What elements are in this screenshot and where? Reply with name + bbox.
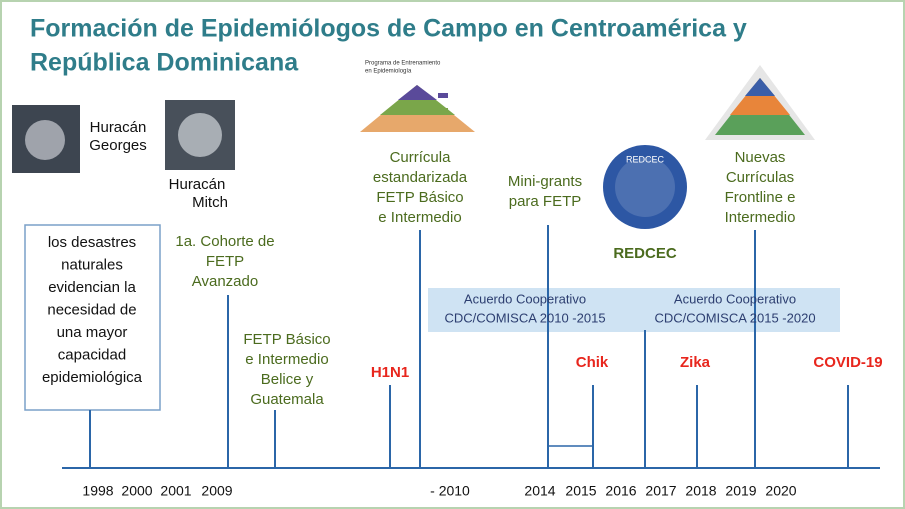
logo: [615, 157, 675, 217]
milestone-text: Frontline e: [725, 189, 796, 206]
image-caption: Georges: [89, 137, 147, 154]
milestone-text: Belice y: [261, 371, 314, 388]
milestone-text: FETP: [206, 253, 244, 270]
year-label: 2014: [524, 483, 555, 499]
milestone-text: Currículas: [726, 169, 794, 186]
milestone-text: Avanzado: [192, 273, 258, 290]
context-text: los desastres: [48, 234, 136, 251]
pyramid-image: [438, 108, 448, 113]
milestone-text: Intermedio: [725, 209, 796, 226]
milestone-text: e Intermedio: [378, 209, 461, 226]
milestone-text: 1a. Cohorte de: [175, 233, 274, 250]
image-caption: Huracán: [90, 119, 147, 136]
context-text: evidencian la: [48, 279, 136, 296]
milestone-text: Nuevas: [735, 149, 786, 166]
year-label: - 2010: [430, 483, 470, 499]
year-label: 1998: [82, 483, 113, 499]
agreement-text: CDC/COMISCA 2015 -2020: [654, 310, 815, 325]
milestone-text: Guatemala: [250, 391, 324, 408]
agreement-text: Acuerdo Cooperativo: [674, 291, 796, 306]
hurricane-image: [178, 113, 222, 157]
logo-text: REDCEC: [626, 154, 665, 164]
image-caption: Programa de Entrenamiento: [365, 61, 441, 67]
context-text: necesidad de: [47, 301, 136, 318]
milestone-text: e Intermedio: [245, 351, 328, 368]
year-label: 2016: [605, 483, 636, 499]
milestone-text: REDCEC: [613, 245, 677, 262]
outbreak-label: Chik: [576, 354, 609, 371]
year-label: 2001: [160, 483, 191, 499]
image-caption: Huracán: [169, 176, 226, 193]
milestone-text: FETP Básico: [243, 331, 330, 348]
year-label: 2017: [645, 483, 676, 499]
outbreak-label: Zika: [680, 354, 711, 371]
year-label: 2020: [765, 483, 796, 499]
agreement-text: CDC/COMISCA 2010 -2015: [444, 310, 605, 325]
year-label: 2018: [685, 483, 716, 499]
title-line: República Dominicana: [30, 49, 299, 77]
outbreak-label: H1N1: [371, 364, 409, 381]
pyramid-image: [438, 122, 448, 127]
milestone-text: FETP Básico: [376, 189, 463, 206]
year-label: 2000: [121, 483, 152, 499]
pyramid-image: [438, 93, 448, 98]
milestone-text: estandarizada: [373, 169, 468, 186]
title-line: Formación de Epidemiólogos de Campo en C…: [30, 15, 747, 43]
hurricane-image: [25, 120, 65, 160]
context-text: epidemiológica: [42, 369, 143, 386]
year-label: 2019: [725, 483, 756, 499]
image-caption: en Epidemiología: [365, 69, 412, 75]
milestone-text: Currícula: [390, 149, 452, 166]
agreement-text: Acuerdo Cooperativo: [464, 291, 586, 306]
year-label: 2009: [201, 483, 232, 499]
milestone-text: Mini-grants: [508, 173, 582, 190]
context-text: naturales: [61, 256, 123, 273]
outbreak-label: COVID-19: [813, 354, 882, 371]
image-caption: Mitch: [192, 194, 228, 211]
milestone-text: para FETP: [509, 193, 582, 210]
slide: Formación de Epidemiólogos de Campo en C…: [0, 0, 905, 509]
context-text: capacidad: [58, 346, 126, 363]
context-text: una mayor: [57, 324, 128, 341]
year-label: 2015: [565, 483, 596, 499]
